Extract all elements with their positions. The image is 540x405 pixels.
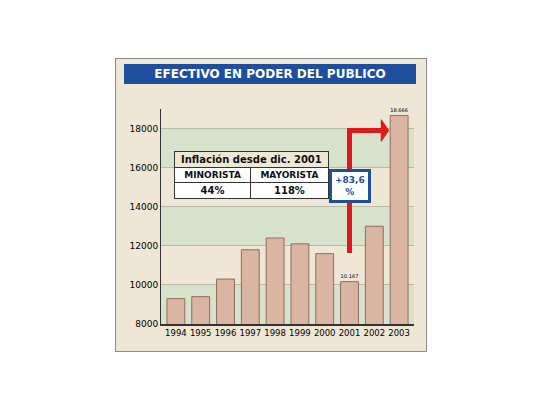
svg-text:1997: 1997 [239,328,261,338]
html-text:MINORISTA: MINORISTA [184,170,241,180]
svg-text:14000: 14000 [130,202,159,212]
html-text:Inflación desde dic. 2001: Inflación desde dic. 2001 [181,154,322,165]
svg-text:18.666: 18.666 [390,107,408,113]
svg-text:8000: 8000 [135,319,158,329]
svg-text:10000: 10000 [130,280,159,290]
svg-text:16000: 16000 [130,163,159,173]
svg-text:1998: 1998 [264,328,286,338]
svg-text:2000: 2000 [314,328,336,338]
svg-text:18000: 18000 [130,124,159,134]
html-text:EFECTIVO EN PODER DEL PUBLICO: EFECTIVO EN PODER DEL PUBLICO [154,67,386,81]
svg-text:1994: 1994 [165,328,187,338]
svg-text:2001: 2001 [339,328,361,338]
html-text:118%: 118% [274,185,305,196]
html-text:44%: 44% [200,185,225,196]
svg-text:+83,6%: +83,6% [335,175,365,197]
svg-text:12000: 12000 [130,241,159,251]
svg-text:1999: 1999 [289,328,311,338]
svg-text:2002: 2002 [363,328,385,338]
html-text:MAYORISTA: MAYORISTA [260,170,319,180]
svg-text:1995: 1995 [190,328,212,338]
svg-text:2003: 2003 [388,328,410,338]
svg-text:10.167: 10.167 [341,273,359,279]
svg-text:1996: 1996 [215,328,237,338]
